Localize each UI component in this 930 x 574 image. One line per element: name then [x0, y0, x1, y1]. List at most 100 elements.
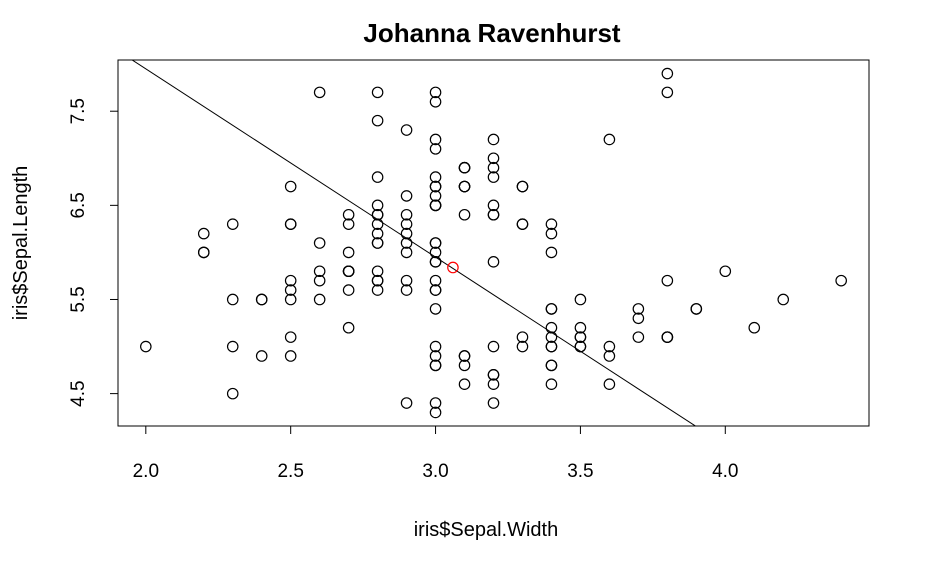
data-point [516, 180, 529, 193]
data-point [545, 331, 558, 343]
data-point [458, 378, 471, 391]
data-point [342, 208, 355, 221]
data-point [429, 397, 442, 409]
data-point [284, 274, 297, 287]
data-point [284, 284, 297, 296]
data-point [371, 237, 384, 249]
data-point [429, 359, 442, 372]
data-point [429, 284, 442, 296]
data-point [429, 171, 442, 183]
data-point [545, 359, 558, 372]
x-tick-label: 2.0 [133, 461, 159, 482]
data-point [371, 218, 384, 230]
x-axis-label: iris$Sepal.Width [414, 519, 559, 541]
data-point [429, 340, 442, 353]
x-tick-label: 3.0 [422, 461, 448, 482]
data-point [429, 180, 442, 193]
data-point [748, 321, 761, 334]
data-point [313, 86, 326, 99]
data-point [487, 397, 500, 409]
data-point [429, 274, 442, 287]
x-tick-label: 2.5 [277, 461, 303, 482]
data-point [284, 293, 297, 306]
data-point [429, 350, 442, 362]
data-point [487, 171, 500, 183]
data-point [719, 265, 732, 278]
data-point [487, 378, 500, 391]
data-point [284, 350, 297, 362]
data-point [458, 161, 471, 174]
data-point [284, 180, 297, 193]
data-point [516, 340, 529, 353]
y-tick-label: 6.5 [68, 192, 89, 218]
data-point [371, 227, 384, 240]
data-point [574, 321, 587, 334]
data-point [284, 331, 297, 343]
data-point [835, 274, 847, 287]
y-axis-label: iris$Sepal.Length [10, 166, 32, 321]
y-tick-label: 5.5 [68, 286, 89, 312]
data-point [545, 246, 558, 259]
data-point [429, 199, 442, 212]
data-point [313, 293, 326, 306]
data-point [371, 114, 384, 127]
data-point [603, 133, 616, 146]
data-point [632, 312, 645, 325]
data-point [632, 303, 645, 315]
data-point [284, 218, 297, 230]
data-point [226, 293, 239, 306]
data-point [400, 246, 413, 259]
x-axis: 2.0 2.5 3.0 3.5 4.0 [133, 425, 739, 482]
data-point [487, 133, 500, 146]
y-axis: 4.5 5.5 6.5 7.5 [68, 98, 119, 407]
data-point [545, 218, 558, 230]
data-point [690, 303, 703, 315]
data-point [603, 378, 616, 391]
data-point [255, 293, 268, 306]
data-point [429, 256, 442, 268]
data-point [487, 340, 500, 353]
data-point [400, 190, 413, 202]
data-point [429, 133, 442, 146]
data-point [545, 227, 558, 240]
data-point [458, 208, 471, 221]
data-point [632, 331, 645, 343]
data-point [661, 331, 674, 343]
data-point [342, 218, 355, 230]
data-point [400, 237, 413, 249]
data-point [313, 274, 326, 287]
data-point [661, 86, 674, 99]
data-point [458, 350, 471, 362]
data-point [371, 265, 384, 278]
data-point [429, 190, 442, 202]
data-point [487, 256, 500, 268]
data-point [545, 340, 558, 353]
data-point [371, 171, 384, 183]
data-point [313, 237, 326, 249]
data-point [400, 218, 413, 230]
data-point [545, 378, 558, 391]
data-point [487, 199, 500, 212]
data-point [429, 406, 442, 419]
data-point [429, 95, 442, 108]
data-point [458, 359, 471, 372]
data-point [661, 67, 674, 80]
data-point [429, 246, 442, 259]
data-point [197, 246, 210, 259]
data-point [661, 274, 674, 287]
data-point [226, 218, 239, 230]
data-point [516, 218, 529, 230]
data-point [255, 350, 268, 362]
data-point [603, 340, 616, 353]
data-point [545, 303, 558, 315]
data-point [516, 331, 529, 343]
data-point [400, 284, 413, 296]
data-point [429, 303, 442, 315]
data-point [140, 340, 152, 353]
data-point [429, 237, 442, 249]
data-point [371, 199, 384, 212]
data-point [313, 265, 326, 278]
data-point [342, 265, 355, 278]
data-point [487, 368, 500, 381]
